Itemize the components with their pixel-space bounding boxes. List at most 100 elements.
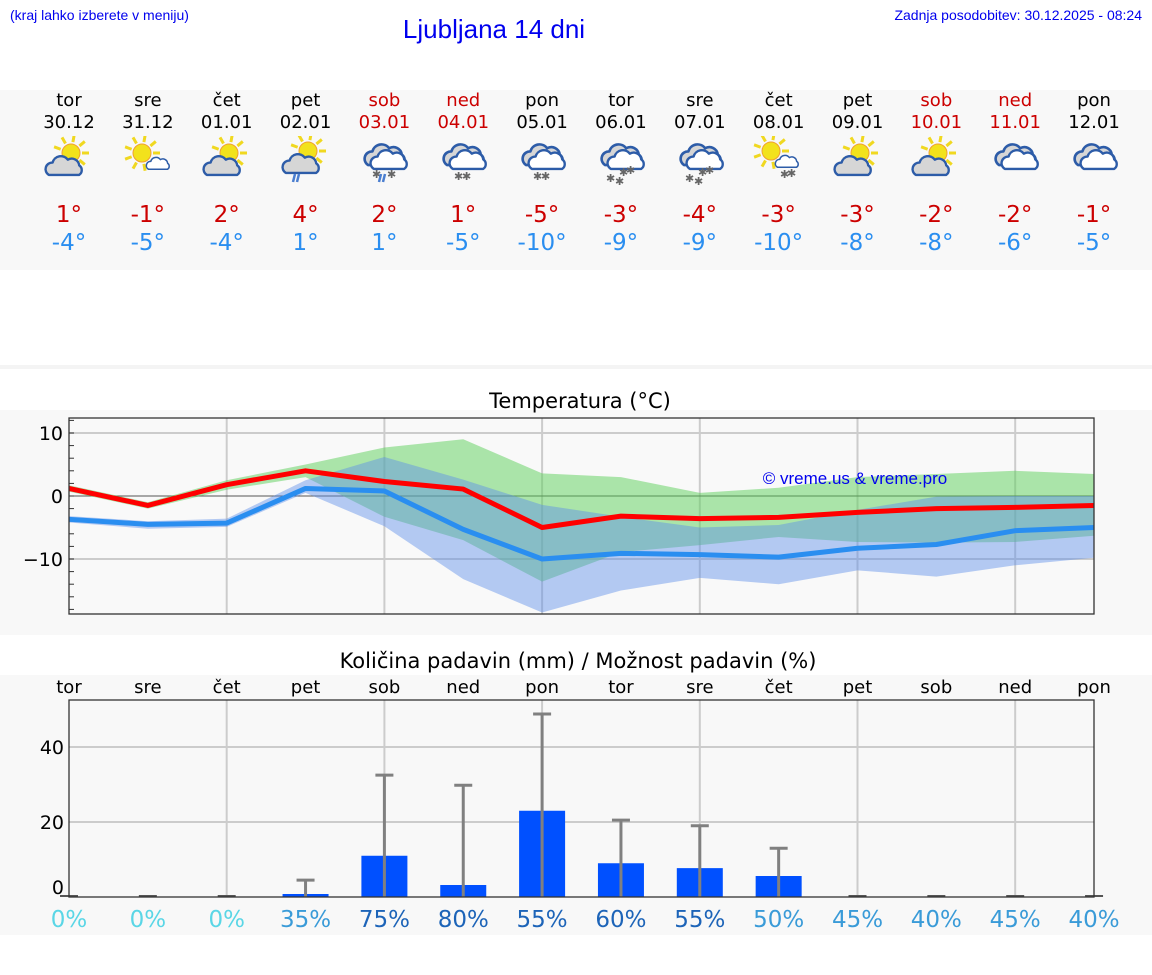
precip-chance-label: 45% [990,907,1041,933]
day-column: sob 10.01 -2° -8° [897,90,975,257]
cloud-snow-icon: ✱ ✱ [424,134,502,202]
min-temp: -4° [209,230,244,256]
day-date: 02.01 [279,112,332,133]
day-label: sob [368,677,400,698]
day-label: tor [56,677,82,698]
day-column: pet 09.01 -3° -8° [819,90,897,257]
precip-chance-label: 35% [280,907,331,933]
svg-text:✱: ✱ [787,167,796,180]
day-column: tor 30.12 1° -4° [30,90,108,257]
cloud-sleet-icon: ✱ ✱ [345,134,423,202]
y-tick-label: 0 [51,486,63,508]
max-temp: -4° [682,202,718,228]
day-column: ned 04.01 ✱ ✱ 1° -5° [424,90,502,257]
day-column: sre 31.12 -1° -5° [109,90,187,257]
sun-cloud-icon [30,134,108,202]
day-date: 11.01 [989,112,1041,133]
day-column: pet 02.01 4° 1° [267,90,345,257]
y-tick-label: 10 [39,423,63,445]
min-temp: -10° [754,230,804,256]
max-temp: -3° [761,202,796,228]
day-column: sob 03.01 ✱ ✱ 2° 1° [345,90,423,257]
min-temp: 1° [292,230,319,256]
max-temp: 4° [292,202,319,228]
min-temp: -8° [840,230,875,256]
day-label: sre [686,677,713,698]
min-temp: -5° [1076,230,1112,256]
min-temp: -10° [517,230,567,256]
day-date: 04.01 [437,112,490,133]
day-of-week: pon [525,90,560,111]
precip-chance-label: 75% [359,907,410,933]
cloud-snow-icon: ✱ ✱ [503,134,581,202]
svg-text:✱: ✱ [615,175,624,188]
svg-text:✱: ✱ [626,164,635,177]
min-temp: -9° [603,230,639,256]
min-temp: -4° [51,230,87,256]
day-column: čet 01.01 2° -4° [188,90,266,257]
day-of-week: pon [1077,90,1111,111]
day-label: pon [525,677,559,698]
min-temp-line [68,485,1095,562]
day-of-week: pet [842,90,873,111]
precip-chance-label: 55% [517,907,568,933]
day-date: 30.12 [43,112,95,133]
min-temp-range-band [69,456,1095,613]
day-date: 05.01 [516,112,568,133]
day-column: tor 06.01 ✱ ✱ ✱ ✱ -3° -9° [582,90,660,257]
min-temp: 1° [371,230,398,256]
day-date: 09.01 [831,112,884,133]
day-date: 07.01 [674,112,726,133]
min-temp: -5° [446,230,481,256]
precip-chance-label: 50% [753,907,804,933]
svg-text:✱: ✱ [372,168,381,181]
daily-forecast-band [0,90,1152,270]
day-date: 08.01 [752,112,805,133]
day-of-week: sre [686,90,714,111]
sun-cloud-rain-icon [267,134,345,202]
max-temp: -3° [840,202,875,228]
svg-text:✱: ✱ [685,172,694,185]
max-temp: 1° [450,202,477,228]
day-column: ned 11.01 -2° -6° [976,90,1054,257]
temperature-chart: Temperatura (°C) 10 0 −10 © vreme.us & vreme… [0,389,1152,635]
svg-text:✱: ✱ [619,166,628,179]
svg-text:✱: ✱ [533,170,542,183]
sun-cloud-icon [897,134,975,202]
day-of-week: čet [212,90,241,111]
watermark: © vreme.us & vreme.pro [763,469,947,488]
day-label: ned [446,677,480,698]
precip-chance-label: 0% [51,907,88,933]
day-label: pet [843,677,873,698]
day-of-week: ned [446,90,481,111]
precip-chance-label: 0% [130,907,167,933]
min-temp: -9° [682,230,718,256]
day-date: 03.01 [358,112,411,133]
precip-chance-label: 0% [208,907,245,933]
day-label: sob [920,677,952,698]
max-temp: -2° [919,202,954,228]
svg-text:✱: ✱ [780,168,789,181]
max-temp: -3° [603,202,639,228]
day-label: tor [608,677,634,698]
cloud-heavy-snow-icon: ✱ ✱ ✱ ✱ [582,134,660,202]
max-temp: 1° [55,202,83,228]
last-update: Zadnja posodobitev: 30.12.2025 - 08:24 [894,7,1142,23]
max-temp: -1° [130,202,166,228]
sun-cloud-icon [819,134,897,202]
svg-text:✱: ✱ [694,175,703,188]
max-temp: -5° [524,202,560,228]
max-temp-line [68,468,1095,530]
plot-frame [68,417,1095,615]
max-temp: -1° [1076,202,1112,228]
day-date: 31.12 [122,112,174,133]
day-label: sre [134,677,161,698]
chart-title: Temperatura (°C) [488,389,671,413]
svg-text:✱: ✱ [462,170,471,183]
max-temp: 2° [371,202,398,228]
svg-text:✱: ✱ [705,164,714,177]
sun-cloud-icon [188,134,266,202]
precip-chance-label: 40% [911,907,962,933]
location-menu-hint: (kraj lahko izberete v meniju) [10,7,189,23]
day-column: pon 05.01 ✱ ✱ -5° -10° [503,90,581,257]
